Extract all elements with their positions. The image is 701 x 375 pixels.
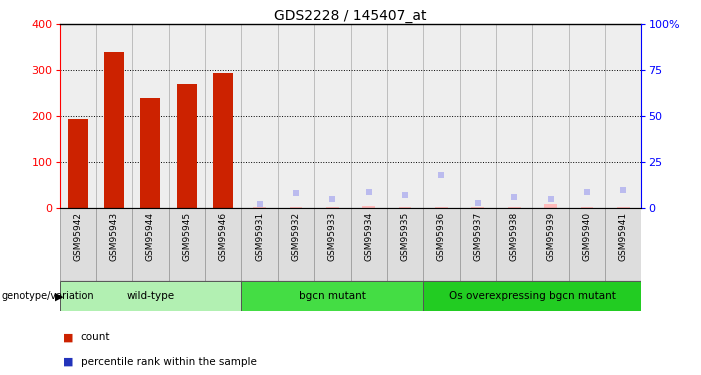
FancyBboxPatch shape [569,208,605,281]
Text: GSM95933: GSM95933 [328,212,336,261]
Bar [253,207,266,208]
Bar [471,207,484,208]
Text: GSM95943: GSM95943 [109,212,118,261]
Text: GSM95931: GSM95931 [255,212,264,261]
Text: GSM95939: GSM95939 [546,212,555,261]
Text: genotype/variation: genotype/variation [1,291,94,301]
Text: GSM95940: GSM95940 [583,212,592,261]
FancyBboxPatch shape [496,208,532,281]
Bar [326,207,339,208]
Text: GSM95936: GSM95936 [437,212,446,261]
Text: GSM95935: GSM95935 [400,212,409,261]
Bar [435,207,448,208]
Text: GSM95942: GSM95942 [74,212,82,261]
Text: Os overexpressing bgcn mutant: Os overexpressing bgcn mutant [449,291,615,301]
FancyBboxPatch shape [132,208,169,281]
FancyBboxPatch shape [205,208,241,281]
FancyBboxPatch shape [314,208,350,281]
Bar [290,207,302,208]
Text: GSM95946: GSM95946 [219,212,228,261]
Text: GSM95944: GSM95944 [146,212,155,261]
FancyBboxPatch shape [241,281,423,311]
Bar [508,207,521,208]
Text: percentile rank within the sample: percentile rank within the sample [81,357,257,367]
Bar [104,52,124,208]
FancyBboxPatch shape [387,208,423,281]
FancyBboxPatch shape [350,208,387,281]
Bar [580,207,593,208]
Text: GSM95932: GSM95932 [292,212,301,261]
FancyBboxPatch shape [169,208,205,281]
Bar [213,73,233,208]
Bar [177,84,197,208]
FancyBboxPatch shape [96,208,132,281]
Bar [362,206,375,208]
Text: bgcn mutant: bgcn mutant [299,291,366,301]
FancyBboxPatch shape [60,281,241,311]
Text: GSM95938: GSM95938 [510,212,519,261]
Text: ▶: ▶ [55,291,63,301]
FancyBboxPatch shape [605,208,641,281]
Bar [617,207,629,208]
Bar [140,98,161,208]
Text: GSM95937: GSM95937 [473,212,482,261]
Text: GSM95934: GSM95934 [365,212,373,261]
FancyBboxPatch shape [532,208,569,281]
Bar [399,207,411,208]
Text: GSM95945: GSM95945 [182,212,191,261]
Text: wild-type: wild-type [126,291,175,301]
FancyBboxPatch shape [60,208,96,281]
FancyBboxPatch shape [460,208,496,281]
FancyBboxPatch shape [241,208,278,281]
Bar [544,204,557,208]
FancyBboxPatch shape [423,281,641,311]
Text: ■: ■ [63,357,74,367]
Text: GSM95941: GSM95941 [619,212,627,261]
FancyBboxPatch shape [423,208,460,281]
Bar [68,118,88,208]
Text: GDS2228 / 145407_at: GDS2228 / 145407_at [274,9,427,23]
Text: count: count [81,333,110,342]
FancyBboxPatch shape [278,208,314,281]
Text: ■: ■ [63,333,74,342]
